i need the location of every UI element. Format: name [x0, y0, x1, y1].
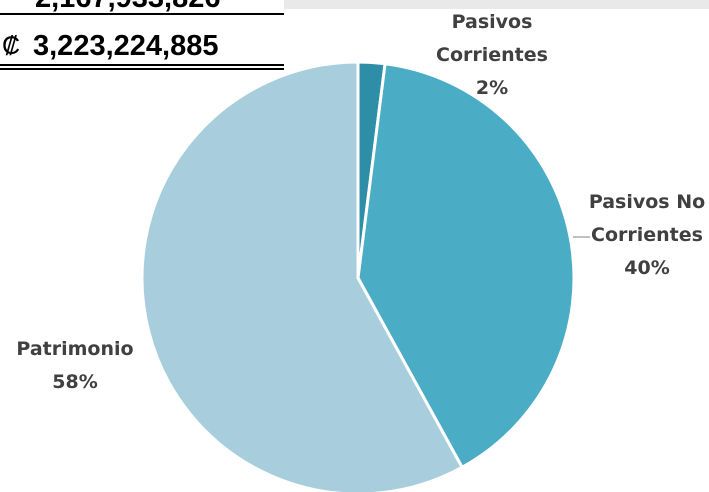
pie-slice: [356, 62, 576, 469]
slice-data-label: Patrimonio 58%: [16, 338, 133, 393]
amount-double-rule-1: [0, 64, 284, 66]
amount-divider-top: [0, 13, 284, 15]
top-border-strip: [284, 0, 709, 9]
colon-currency-icon: ₡: [2, 32, 21, 60]
slice-label-line: Corrientes: [436, 44, 548, 66]
slice-label-line: Patrimonio: [16, 338, 133, 360]
total-amount-value: 3,223,224,885: [33, 30, 219, 62]
previous-amount-row: 2,167,933,826: [0, 0, 284, 12]
total-amount-row: ₡ 3,223,224,885: [0, 28, 284, 62]
slice-label-line: 58%: [52, 371, 97, 393]
pie-slice: [140, 60, 464, 492]
slice-data-label: Pasivos No Corrientes 40%: [589, 191, 705, 279]
amount-double-rule-2: [0, 68, 284, 70]
slice-label-line: 40%: [624, 257, 669, 279]
slice-label-line: Pasivos No: [589, 191, 705, 213]
slice-label-line: Pasivos: [452, 11, 533, 33]
slice-label-line: 2%: [476, 77, 508, 99]
previous-amount-value: 2,167,933,826: [35, 0, 220, 12]
slice-data-label: Pasivos Corrientes 2%: [436, 11, 548, 99]
slice-label-line: Corrientes: [591, 224, 703, 246]
